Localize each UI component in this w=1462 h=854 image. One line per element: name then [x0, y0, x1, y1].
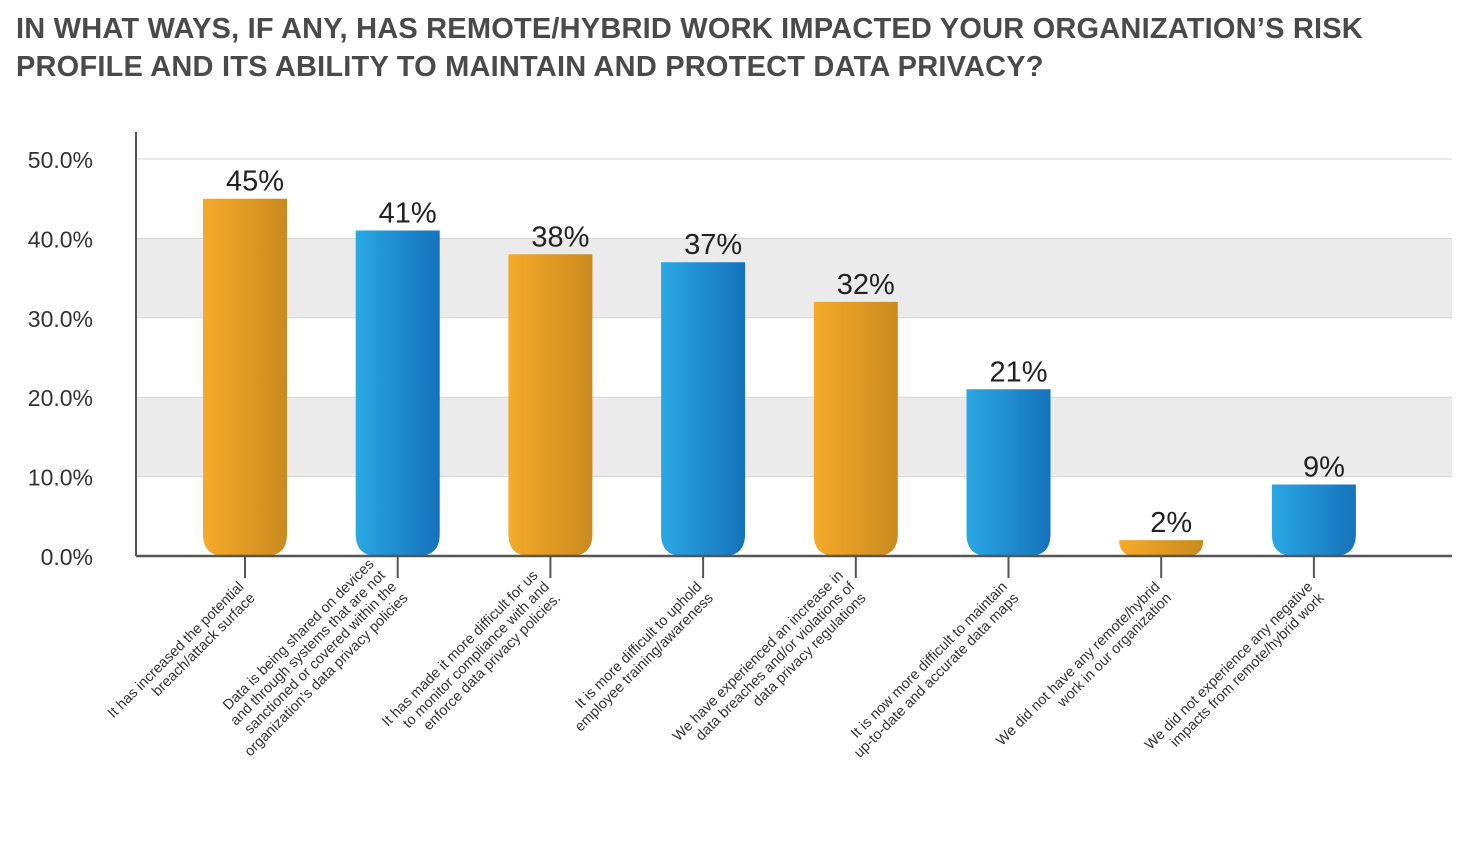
- x-category-label-line: It is now more difficult to maintain: [848, 579, 1011, 742]
- bar: [661, 262, 746, 556]
- x-category-label-line: It is more difficult to uphold: [572, 579, 705, 712]
- data-label: 45%: [226, 166, 284, 198]
- y-tick-label: 10.0%: [28, 465, 93, 491]
- x-category-labels: It has increased the potentialbreach/att…: [105, 556, 1329, 761]
- data-labels: 45% 41% 38% 37% 32% 21% 2% 9%: [226, 166, 1345, 539]
- y-tick-label: 0.0%: [41, 544, 93, 570]
- x-category-label-line: data breaches and/or violations of: [693, 578, 859, 744]
- data-label: 32%: [837, 269, 895, 301]
- x-category-label-line: It has made it more difficult for us: [379, 568, 541, 730]
- grid-band: [136, 397, 1452, 477]
- chart-title: IN WHAT WAYS, IF ANY, HAS REMOTE/HYBRID …: [16, 10, 1446, 86]
- x-category-label-line: work in our organization: [1054, 590, 1175, 711]
- data-label: 38%: [531, 221, 589, 253]
- bar: [813, 301, 898, 556]
- y-tick-label: 30.0%: [28, 306, 93, 332]
- data-label: 21%: [989, 356, 1047, 388]
- x-category-label-line: to monitor compliance with and: [400, 579, 553, 732]
- axes: [135, 132, 1452, 578]
- grid-bands: [136, 238, 1452, 477]
- data-label: 2%: [1150, 507, 1192, 539]
- bar: [203, 198, 287, 556]
- bar: [1271, 484, 1356, 556]
- bar: [355, 230, 440, 556]
- y-tick-labels: 0.0% 10.0% 20.0% 30.0% 40.0% 50.0%: [28, 147, 93, 570]
- chart-title-line-2: PROFILE AND ITS ABILITY TO MAINTAIN AND …: [16, 51, 1044, 83]
- data-label: 37%: [684, 229, 742, 261]
- y-tick-label: 20.0%: [28, 385, 93, 411]
- x-category-label-line: impacts from remote/hybrid work: [1168, 590, 1329, 751]
- bar: [508, 254, 593, 556]
- grid-band: [136, 238, 1452, 318]
- chart-title-line-1: IN WHAT WAYS, IF ANY, HAS REMOTE/HYBRID …: [16, 13, 1363, 45]
- bar: [966, 389, 1051, 556]
- y-tick-label: 50.0%: [28, 147, 93, 173]
- x-category-label: It is now more difficult to maintainup-t…: [848, 579, 1022, 761]
- data-label: 41%: [379, 197, 437, 229]
- data-label: 9%: [1303, 452, 1345, 484]
- gridlines: [136, 158, 1452, 478]
- y-tick-label: 40.0%: [28, 226, 93, 252]
- bar: [1119, 540, 1204, 556]
- bars: [203, 198, 1356, 556]
